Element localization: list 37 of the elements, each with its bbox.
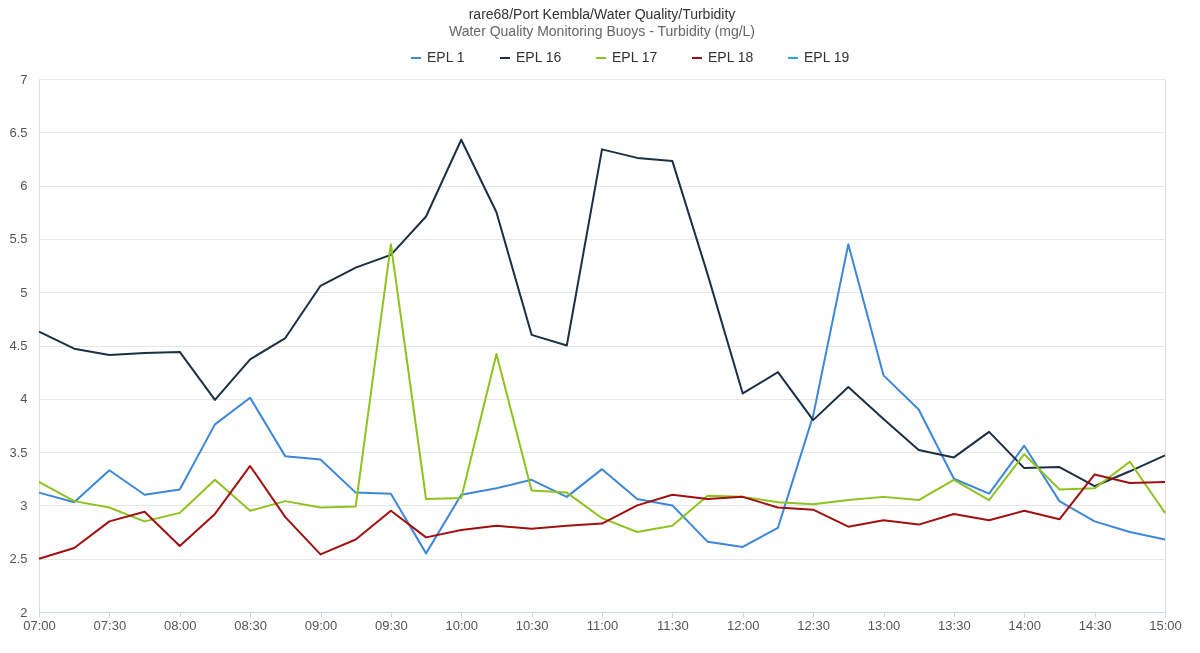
y-tick-label: 2.5	[9, 551, 28, 567]
line-series	[38, 464, 1166, 560]
y-tick-label: 6	[20, 178, 28, 194]
x-tick-label: 13:00	[867, 617, 901, 633]
legend-label: EPL 17	[612, 49, 658, 65]
y-tick-label: 3	[20, 497, 28, 513]
y-tick-label: 4.5	[9, 338, 28, 353]
x-tick-label: 09:30	[375, 617, 408, 633]
x-tick-label: 15:00	[1149, 617, 1182, 633]
x-tick-label: 11:30	[657, 617, 689, 633]
x-tick-label: 13:30	[938, 617, 971, 633]
y-tick-label: 2	[20, 604, 28, 620]
x-tick-label: 10:00	[445, 617, 479, 633]
y-tick-label: 6.5	[9, 124, 28, 140]
x-tick-label: 07:00	[23, 617, 56, 633]
y-tick-label: 7	[20, 71, 28, 87]
x-tick-label: 08:30	[234, 617, 267, 633]
x-tick-label: 12:00	[726, 617, 760, 633]
legend-label: EPL 19	[804, 49, 850, 65]
x-tick-label: 10:30	[515, 617, 549, 633]
x-tick-label: 07:30	[93, 617, 127, 633]
x-tick-label: 12:30	[797, 617, 830, 633]
chart-title: rare68/Port Kembla/Water Quality/Turbidity	[468, 6, 736, 22]
y-tick-label: 5.5	[9, 231, 28, 247]
y-tick-label: 3.5	[9, 444, 28, 460]
chart-subtitle: Water Quality Monitoring Buoys - Turbidity (mg/L)	[448, 23, 756, 39]
x-tick-label: 09:00	[304, 617, 338, 633]
y-tick-label: 4	[20, 391, 28, 407]
legend-label: EPL 1	[427, 49, 465, 65]
legend-label: EPL 16	[516, 49, 562, 65]
legend-label: EPL 18	[708, 49, 754, 65]
x-tick-label: 14:00	[1008, 617, 1042, 633]
x-tick-label: 08:00	[163, 617, 197, 633]
x-tick-label: 11:00	[586, 617, 619, 633]
line-series	[38, 138, 1166, 488]
y-tick-label: 5	[20, 284, 28, 300]
x-tick-label: 14:30	[1078, 617, 1112, 633]
